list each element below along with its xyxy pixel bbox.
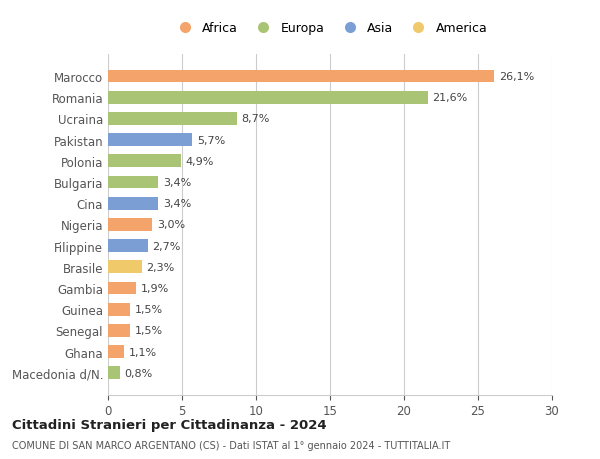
- Bar: [108, 346, 124, 358]
- Text: 1,5%: 1,5%: [134, 326, 163, 336]
- Text: 26,1%: 26,1%: [499, 72, 534, 82]
- Legend: Africa, Europa, Asia, America: Africa, Europa, Asia, America: [167, 17, 493, 40]
- Bar: [108, 197, 158, 210]
- Text: 2,7%: 2,7%: [152, 241, 181, 251]
- Text: 1,1%: 1,1%: [129, 347, 157, 357]
- Text: 5,7%: 5,7%: [197, 135, 225, 146]
- Bar: [108, 303, 130, 316]
- Bar: [108, 134, 193, 147]
- Text: 2,3%: 2,3%: [146, 262, 175, 272]
- Text: COMUNE DI SAN MARCO ARGENTANO (CS) - Dati ISTAT al 1° gennaio 2024 - TUTTITALIA.: COMUNE DI SAN MARCO ARGENTANO (CS) - Dat…: [12, 440, 450, 450]
- Bar: [108, 71, 494, 83]
- Text: 21,6%: 21,6%: [432, 93, 467, 103]
- Bar: [108, 282, 136, 295]
- Bar: [108, 113, 237, 125]
- Text: 3,0%: 3,0%: [157, 220, 185, 230]
- Bar: [108, 367, 120, 379]
- Bar: [108, 218, 152, 231]
- Text: 0,8%: 0,8%: [124, 368, 152, 378]
- Text: 1,5%: 1,5%: [134, 304, 163, 314]
- Bar: [108, 240, 148, 252]
- Bar: [108, 92, 428, 104]
- Bar: [108, 155, 181, 168]
- Bar: [108, 176, 158, 189]
- Text: 4,9%: 4,9%: [185, 157, 214, 167]
- Text: 3,4%: 3,4%: [163, 199, 191, 209]
- Bar: [108, 261, 142, 274]
- Text: 3,4%: 3,4%: [163, 178, 191, 188]
- Bar: [108, 325, 130, 337]
- Text: 8,7%: 8,7%: [241, 114, 269, 124]
- Text: 1,9%: 1,9%: [140, 283, 169, 293]
- Text: Cittadini Stranieri per Cittadinanza - 2024: Cittadini Stranieri per Cittadinanza - 2…: [12, 419, 326, 431]
